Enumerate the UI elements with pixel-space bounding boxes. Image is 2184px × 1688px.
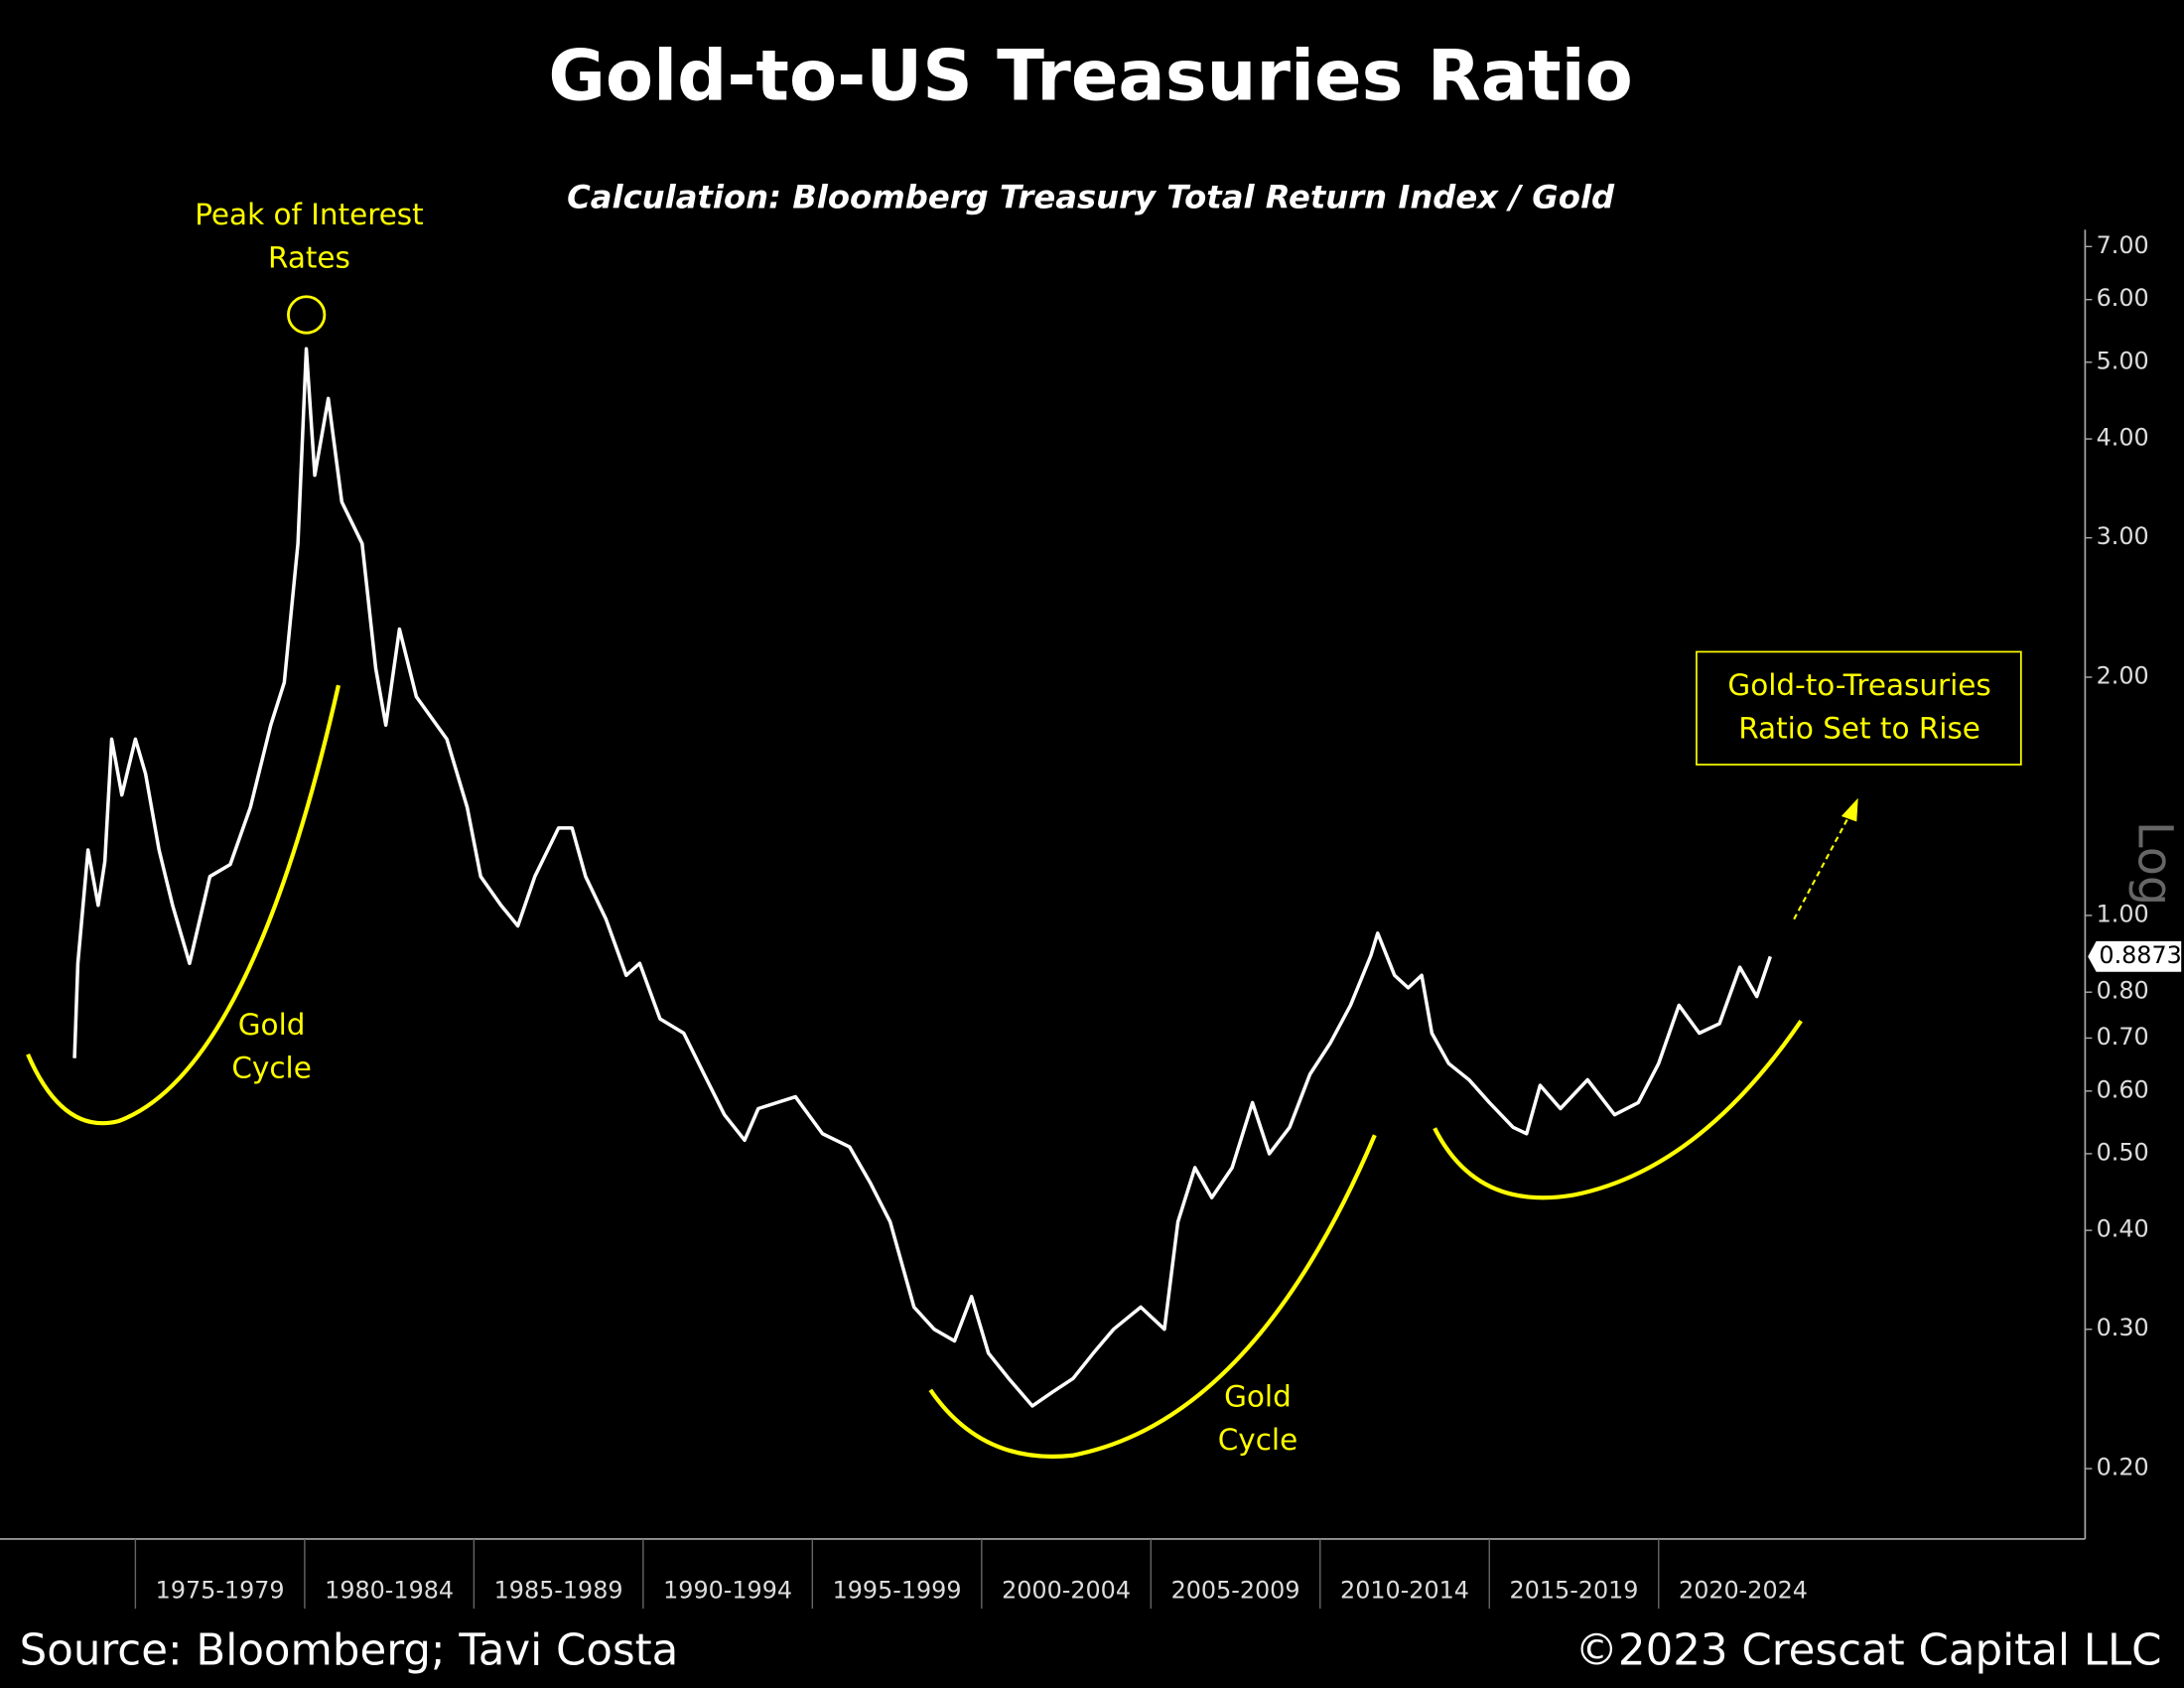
y-tick-label: 0.50: [2097, 1138, 2149, 1166]
callout-box: [1696, 650, 2022, 766]
y-tick-label: 6.00: [2097, 284, 2149, 312]
x-tick-label: 1980-1984: [325, 1577, 454, 1605]
cycle-label: Cycle: [231, 1052, 311, 1085]
callout-text: Gold-to-Treasuries: [1727, 668, 1990, 702]
source: Source: Bloomberg; Tavi Costa: [20, 1625, 679, 1675]
data-line: [72, 347, 1772, 1408]
y-tick-label: 0.70: [2097, 1023, 2149, 1051]
x-tick-label: 2010-2014: [1340, 1577, 1469, 1605]
peak-label: Rates: [268, 240, 350, 274]
y-tick-label: 0.60: [2097, 1075, 2149, 1103]
callout-text: Ratio Set to Rise: [1738, 711, 1980, 745]
x-tick-label: 1995-1999: [833, 1577, 962, 1605]
x-tick-label: 1975-1979: [156, 1577, 285, 1605]
y-tick-label: 0.20: [2097, 1454, 2149, 1481]
last-value-tag: [2088, 940, 2182, 972]
y-tick-label: 2.00: [2097, 662, 2149, 690]
y-tick-label: 7.00: [2097, 231, 2149, 259]
cycle-label: Gold: [238, 1008, 306, 1042]
x-tick-label: 2005-2009: [1171, 1577, 1300, 1605]
gold-cycle-arc: [26, 684, 341, 1126]
peak-label: Peak of Interest: [195, 198, 423, 231]
y-tick-label: 0.80: [2097, 977, 2149, 1005]
gold-cycle-arc: [1433, 1019, 1803, 1200]
y-tick-label: 0.30: [2097, 1314, 2149, 1341]
copyright: ©2023 Crescat Capital LLC: [1574, 1625, 2161, 1675]
y-tick-label: 4.00: [2097, 424, 2149, 452]
scale-label: Log: [2127, 821, 2182, 906]
cycle-label: Gold: [1224, 1380, 1292, 1414]
peak-circle: [287, 295, 327, 335]
gold-cycle-arc: [928, 1134, 1377, 1459]
cycle-label: Cycle: [1218, 1423, 1297, 1457]
y-tick-label: 5.00: [2097, 347, 2149, 374]
rise-arrow-head: [1841, 797, 1858, 822]
y-tick-label: 3.00: [2097, 522, 2149, 550]
chart-subtitle: Calculation: Bloomberg Treasury Total Re…: [567, 179, 1615, 216]
rise-arrow: [1793, 814, 1851, 920]
x-tick-label: 2020-2024: [1679, 1577, 1808, 1605]
x-tick-label: 2015-2019: [1510, 1577, 1639, 1605]
last-value-label: 0.8873: [2099, 941, 2181, 969]
x-tick-label: 1990-1994: [663, 1577, 792, 1605]
x-tick-label: 1985-1989: [494, 1577, 623, 1605]
y-tick-label: 1.00: [2097, 900, 2149, 927]
y-tick-label: 0.40: [2097, 1215, 2149, 1243]
chart-title: Gold-to-US Treasuries Ratio: [548, 35, 1633, 116]
x-tick-label: 2000-2004: [1002, 1577, 1131, 1605]
